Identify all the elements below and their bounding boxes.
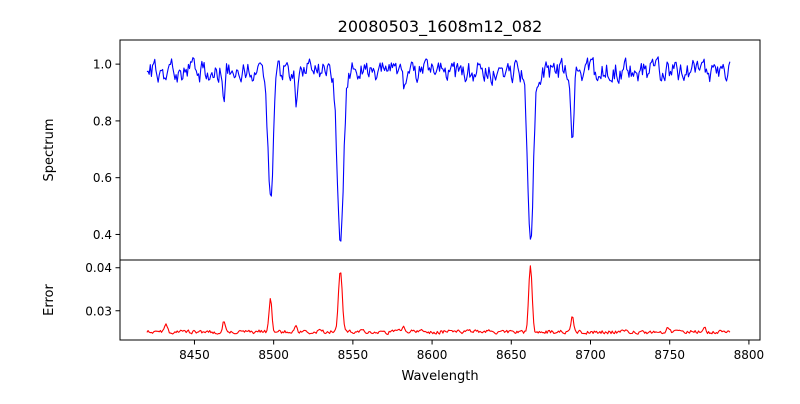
x-tick-label: 8550 <box>338 348 369 362</box>
y-tick-label: 0.4 <box>93 228 112 242</box>
error-y-ticks: 0.03 0.04 <box>85 261 120 318</box>
error-y-axis-label: Error <box>42 284 57 316</box>
x-tick-label: 8500 <box>258 348 289 362</box>
x-tick-label: 8650 <box>496 348 527 362</box>
x-axis-label: Wavelength <box>401 369 478 384</box>
x-tick-label: 8450 <box>179 348 210 362</box>
spectrum-y-ticks: 0.4 0.6 0.8 1.0 <box>93 58 120 242</box>
chart-title: 20080503_1608m12_082 <box>338 17 543 37</box>
x-tick-label: 8750 <box>654 348 685 362</box>
y-tick-label: 0.8 <box>93 114 112 128</box>
x-tick-label: 8700 <box>575 348 606 362</box>
spectrum-series-line <box>146 56 731 242</box>
y-tick-label: 0.03 <box>85 304 112 318</box>
error-series-line <box>146 265 731 336</box>
error-panel: 0.03 0.04 Error <box>42 259 761 341</box>
y-tick-label: 0.04 <box>85 261 112 275</box>
error-plot-area <box>119 259 761 341</box>
x-tick-label: 8600 <box>417 348 448 362</box>
x-tick-label: 8800 <box>734 348 765 362</box>
x-axis-ticks: 8450 8500 8550 8600 8650 8700 8750 8800 <box>179 340 764 362</box>
spectrum-y-axis-label: Spectrum <box>42 119 57 182</box>
y-tick-label: 0.6 <box>93 171 112 185</box>
y-tick-label: 1.0 <box>93 58 112 72</box>
